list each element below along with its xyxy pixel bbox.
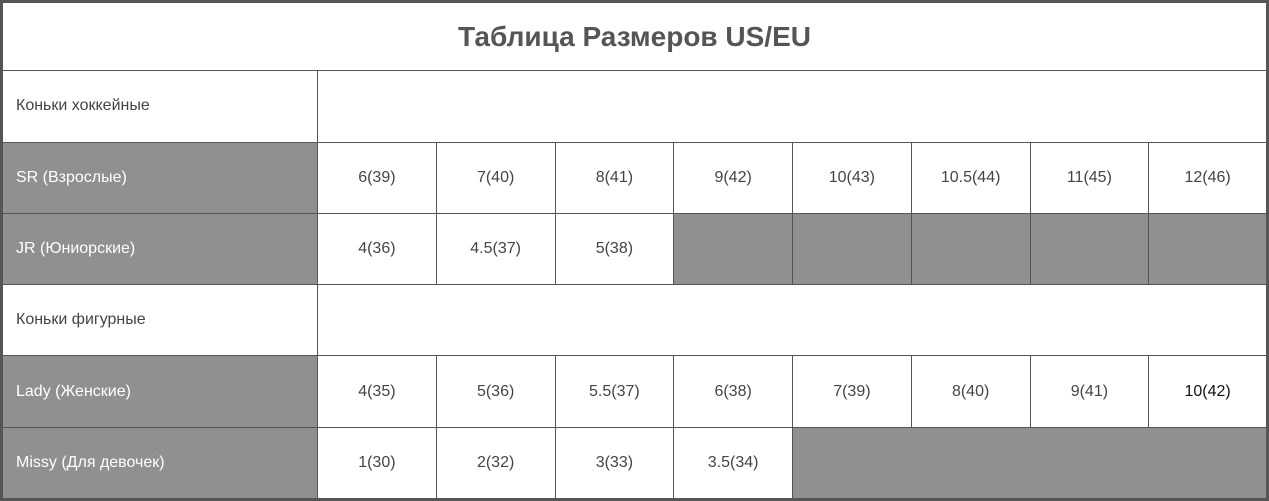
size-cell: 4(36)	[317, 212, 437, 286]
size-cell: 4(35)	[317, 355, 437, 428]
size-cell: 5(38)	[554, 212, 675, 286]
size-cell: 6(39)	[317, 141, 437, 214]
size-cell: 3(33)	[554, 426, 675, 501]
size-cell: 3.5(34)	[673, 426, 793, 501]
size-cell: 11(45)	[1029, 141, 1150, 214]
size-cell: 4.5(37)	[435, 212, 556, 286]
size-cell: 9(41)	[1029, 355, 1150, 428]
blank-cell	[317, 284, 1268, 357]
size-cell: 10(43)	[792, 141, 912, 214]
size-cell: 5.5(37)	[554, 355, 675, 428]
section-label: Коньки фигурные	[1, 284, 318, 357]
blank-cell	[317, 70, 1268, 143]
size-cell: 5(36)	[435, 355, 556, 428]
size-cell: 7(40)	[435, 141, 556, 214]
size-cell: 1(30)	[317, 426, 437, 501]
size-cell: 8(41)	[554, 141, 675, 214]
empty-cell	[1029, 212, 1150, 286]
row-label: Missy (Для девочек)	[1, 426, 318, 501]
empty-cell	[1148, 212, 1268, 286]
row-label: JR (Юниорские)	[1, 212, 318, 286]
empty-cell	[792, 212, 912, 286]
size-cell: 6(38)	[673, 355, 793, 428]
row-label: Lady (Женские)	[1, 355, 318, 428]
size-cell: 7(39)	[792, 355, 912, 428]
row-label: SR (Взрослые)	[1, 141, 318, 214]
size-cell: 9(42)	[673, 141, 793, 214]
size-cell: 8(40)	[910, 355, 1031, 428]
empty-cell	[792, 426, 1268, 501]
size-cell: 2(32)	[435, 426, 556, 501]
size-cell: 10.5(44)	[910, 141, 1031, 214]
empty-cell	[910, 212, 1031, 286]
table-title: Таблица Размеров US/EU	[1, 0, 1268, 72]
section-label: Коньки хоккейные	[1, 70, 318, 143]
size-cell: 10(42)	[1148, 355, 1268, 428]
empty-cell	[673, 212, 793, 286]
size-cell: 12(46)	[1148, 141, 1268, 214]
